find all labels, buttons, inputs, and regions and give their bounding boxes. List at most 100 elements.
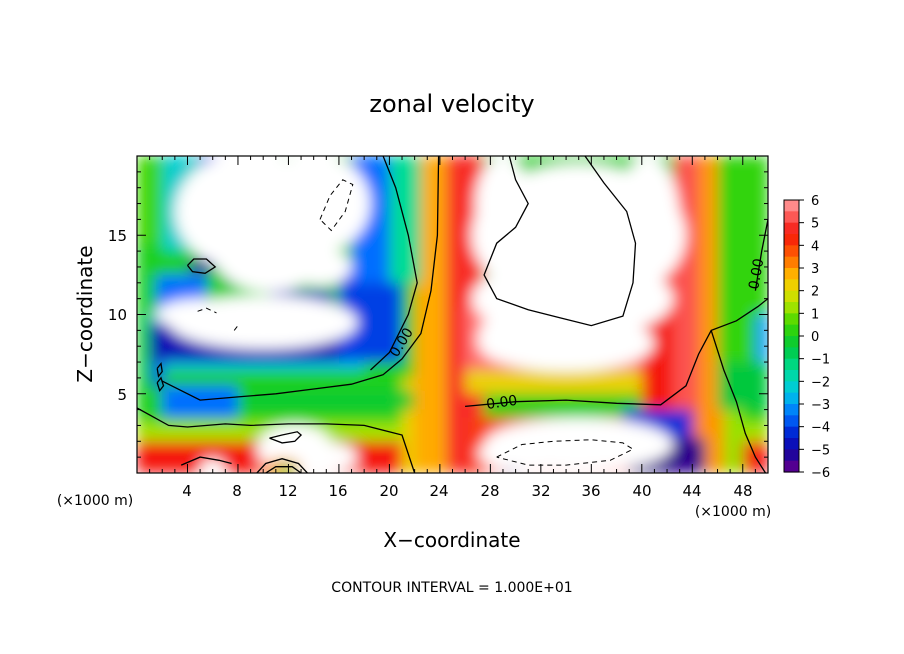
- colorbar-swatch: [784, 347, 799, 360]
- colorbar-label: −1: [811, 353, 830, 368]
- x-tick-label: 8: [232, 482, 242, 500]
- colorbar-label: −5: [811, 443, 830, 458]
- contour-line: [269, 431, 303, 444]
- x-tick-label: 24: [429, 482, 448, 500]
- colorbar-swatch: [784, 222, 799, 235]
- colorbar-labels: 6 5 4 3 2 1 0 −1 −2 −3 −4 −5 −6: [799, 194, 830, 481]
- contour-label: 0.00: [746, 257, 767, 290]
- field-blob: [477, 314, 529, 363]
- colorbar-label: −4: [811, 421, 830, 436]
- field-region: [162, 385, 238, 418]
- contour-line-negative: [197, 307, 217, 314]
- contour-line: [256, 458, 308, 473]
- colorbar-swatch: [784, 358, 799, 371]
- x-tick-label: 36: [581, 482, 600, 500]
- contour-interval-note: CONTOUR INTERVAL = 1.000E+01: [331, 580, 572, 596]
- colorbar-label: −6: [811, 466, 830, 481]
- x-units-left: (×1000 m): [57, 493, 133, 509]
- colorbar-swatch: [784, 370, 799, 382]
- colorbar-swatch: [784, 290, 799, 303]
- contour-lines: [137, 156, 768, 473]
- colorbar-swatch: [784, 200, 799, 212]
- colorbar-swatch: [784, 234, 799, 246]
- contour-line: [137, 407, 416, 473]
- contour-line: [156, 362, 163, 378]
- colorbar-swatch: [784, 404, 799, 416]
- field-blob: [150, 360, 164, 389]
- y-tick-label: 5: [117, 386, 127, 404]
- colorbar-swatch: [784, 211, 799, 224]
- colorbar-swatches: [784, 200, 799, 473]
- contour-line: [265, 466, 302, 473]
- colorbar-swatch: [784, 268, 799, 280]
- colorbar-swatch: [784, 449, 799, 462]
- contour-line-negative: [496, 439, 635, 466]
- colorbar-label: 1: [811, 307, 819, 322]
- field-region: [389, 156, 421, 283]
- contour-line: [180, 456, 232, 466]
- velocity-field: [137, 156, 768, 473]
- x-tick-labels: 4 8 12 16 20 24 28 32 36 40 44 48: [182, 482, 752, 500]
- field-region: [717, 362, 768, 410]
- contour-line-negative: [233, 323, 240, 331]
- colorbar-swatch: [784, 392, 799, 405]
- colorbar-swatch: [784, 426, 799, 439]
- y-tick-labels: 5 10 15: [108, 227, 127, 404]
- field-blob: [288, 247, 352, 286]
- colorbar-swatch: [784, 336, 799, 348]
- colorbar-swatch: [784, 460, 799, 473]
- colorbar-swatch: [784, 313, 799, 326]
- x-tick-label: 44: [682, 482, 701, 500]
- x-axis-label: X−coordinate: [383, 528, 520, 552]
- x-units-right: (×1000 m): [695, 504, 771, 520]
- field-blob: [200, 458, 226, 473]
- field-blob: [187, 260, 213, 274]
- y-axis-label: Z−coordinate: [73, 245, 97, 382]
- contour-line-negative: [319, 179, 354, 232]
- colorbar-label: −3: [811, 398, 830, 413]
- colorbar-swatch: [784, 302, 799, 314]
- x-tick-label: 16: [328, 482, 347, 500]
- colorbar-swatch: [784, 438, 799, 450]
- colorbar-label: 6: [811, 194, 819, 209]
- colorbar-swatch: [784, 415, 799, 428]
- x-tick-label: 40: [632, 482, 651, 500]
- contour-label: 0.00: [485, 393, 518, 413]
- colorbar-swatch: [784, 324, 799, 337]
- x-tick-label: 32: [531, 482, 550, 500]
- colorbar-swatch: [784, 245, 799, 258]
- plot-area: 0.00 0.00 0.00: [137, 156, 768, 473]
- contour-line: [161, 156, 440, 401]
- colorbar-swatch: [784, 381, 799, 394]
- colorbar-label: 3: [811, 262, 819, 277]
- axis-ticks: [137, 156, 768, 473]
- field-blob: [475, 156, 531, 252]
- contour-line: [465, 298, 768, 408]
- colorbar-label: −2: [811, 375, 830, 390]
- contour-line: [156, 376, 165, 392]
- x-tick-label: 20: [379, 482, 398, 500]
- colorbar-swatch: [784, 279, 799, 292]
- colorbar-swatch: [784, 256, 799, 269]
- x-tick-label: 4: [182, 482, 192, 500]
- colorbar-label: 0: [811, 330, 819, 345]
- colorbar: 6 5 4 3 2 1 0 −1 −2 −3 −4 −5 −6: [783, 194, 830, 481]
- field-blob: [155, 298, 245, 331]
- x-tick-label: 12: [278, 482, 297, 500]
- field-region: [755, 314, 768, 363]
- field-region: [237, 390, 415, 410]
- y-tick-label: 15: [108, 227, 127, 245]
- contour-line: [483, 156, 637, 327]
- colorbar-label: 4: [811, 239, 819, 254]
- contour-line: [710, 330, 767, 473]
- colorbar-label: 5: [811, 217, 819, 232]
- field-blob: [477, 436, 579, 472]
- x-tick-label: 28: [480, 482, 499, 500]
- field-region: [465, 369, 649, 394]
- colorbar-label: 2: [811, 285, 819, 300]
- contour-line: [370, 156, 418, 371]
- contour-line: [754, 219, 768, 291]
- x-tick-label: 48: [733, 482, 752, 500]
- contour-line: [186, 258, 217, 274]
